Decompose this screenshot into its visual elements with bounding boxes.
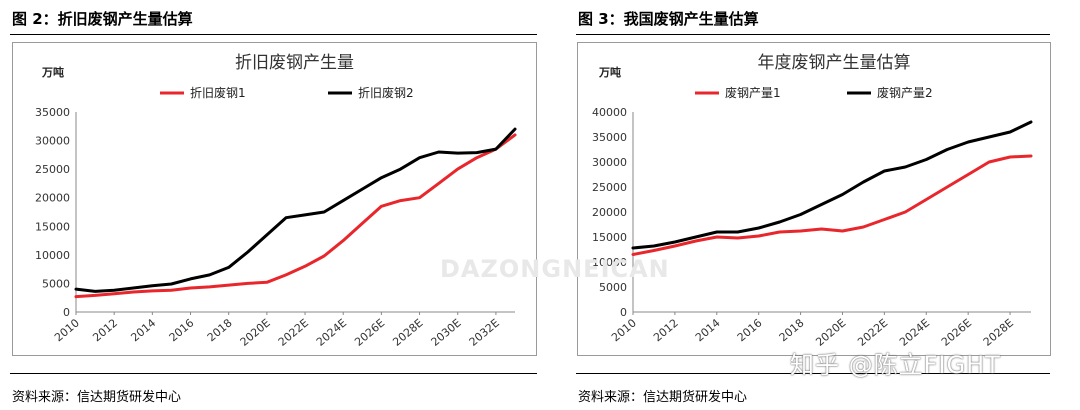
y-tick-label: 25000	[592, 181, 627, 194]
y-tick-label: 15000	[592, 231, 627, 244]
y-tick-label: 25000	[35, 163, 70, 176]
chart-frame	[577, 42, 1051, 356]
legend-label-2: 废钢产量2	[877, 85, 933, 100]
y-tick-label: 30000	[592, 156, 627, 169]
y-tick-label: 10000	[592, 256, 627, 269]
y-tick-label: 5000	[42, 277, 70, 290]
y-tick-label: 5000	[599, 281, 627, 294]
chart-title: 年度废钢产生量估算	[758, 53, 911, 73]
y-tick-label: 0	[63, 306, 70, 319]
y-tick-label: 20000	[592, 206, 627, 219]
title-rule-right	[576, 34, 1050, 35]
y-tick-label: 40000	[592, 106, 627, 119]
y-tick-label: 10000	[35, 249, 70, 262]
y-tick-label: 20000	[35, 192, 70, 205]
y-unit-label: 万吨	[41, 65, 64, 79]
chart-frame	[12, 42, 537, 356]
series-line-2	[74, 127, 517, 293]
y-tick-label: 30000	[35, 135, 70, 148]
y-unit-label: 万吨	[598, 65, 621, 79]
series-line-1	[74, 133, 517, 299]
source-right: 资料来源：信达期货研发中心	[578, 390, 748, 405]
source-rule-left	[10, 373, 537, 374]
zhihu-watermark: 知乎 @陈立FIGHT	[790, 351, 1001, 379]
source-left: 资料来源：信达期货研发中心	[12, 390, 182, 405]
y-tick-label: 35000	[35, 106, 70, 119]
legend-label-2: 折旧废钢2	[358, 85, 414, 100]
title-rule-left	[10, 34, 537, 35]
y-tick-label: 15000	[35, 220, 70, 233]
source-rule-right	[576, 373, 1050, 374]
figure-title-right: 图 3：我国废钢产生量估算	[578, 10, 759, 28]
y-tick-label: 0	[620, 306, 627, 319]
figure-title-left: 图 2：折旧废钢产生量估算	[12, 10, 193, 28]
series-line-2	[631, 120, 1033, 250]
chart-title: 折旧废钢产生量	[235, 53, 354, 73]
legend-label-1: 废钢产量1	[725, 85, 781, 100]
series-line-1	[631, 154, 1033, 256]
y-tick-label: 35000	[592, 131, 627, 144]
legend-label-1: 折旧废钢1	[190, 85, 246, 100]
background-watermark: DAZONGNEICAN	[440, 255, 670, 283]
